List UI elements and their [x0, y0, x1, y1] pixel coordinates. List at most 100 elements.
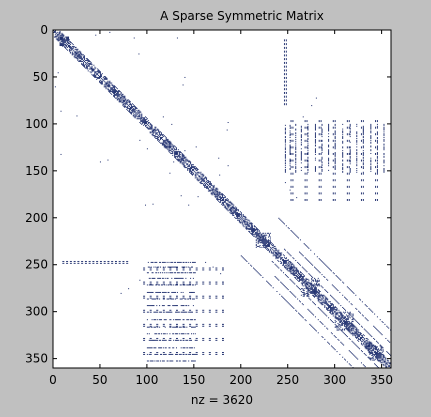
nonzero-point [174, 326, 176, 328]
nonzero-point [144, 297, 146, 299]
nonzero-point [259, 236, 261, 238]
nonzero-point [180, 195, 182, 197]
nonzero-point [162, 333, 164, 335]
nonzero-point [209, 190, 211, 192]
nonzero-point [175, 266, 177, 268]
nonzero-point [257, 233, 259, 235]
nonzero-point [318, 294, 320, 296]
nonzero-point [178, 160, 180, 162]
nonzero-point [194, 319, 196, 321]
nonzero-point [336, 308, 338, 310]
nonzero-point [191, 170, 193, 172]
nonzero-point [68, 39, 70, 41]
nonzero-point [179, 360, 181, 362]
nonzero-point [138, 112, 140, 114]
nonzero-point [232, 209, 234, 211]
nonzero-point [127, 99, 129, 101]
nonzero-point [297, 286, 299, 288]
nonzero-point [349, 311, 351, 313]
nonzero-point [184, 360, 186, 362]
nonzero-point [165, 339, 167, 341]
nonzero-point [138, 111, 140, 113]
nonzero-point [268, 232, 270, 234]
nonzero-point [191, 333, 193, 335]
nonzero-point [188, 165, 190, 167]
nonzero-point [369, 352, 371, 354]
nonzero-point [333, 310, 335, 312]
nonzero-point [255, 227, 257, 229]
nonzero-point [289, 141, 291, 143]
nonzero-point [171, 360, 173, 362]
nonzero-point [298, 274, 300, 276]
nonzero-point [68, 46, 70, 48]
nonzero-point [351, 319, 353, 321]
nonzero-point [172, 353, 174, 355]
nonzero-point [224, 205, 226, 207]
nonzero-point [250, 264, 252, 266]
nonzero-point [163, 135, 165, 137]
nonzero-point [113, 91, 115, 93]
nonzero-point [342, 128, 344, 130]
nonzero-point [272, 255, 274, 257]
nonzero-point [175, 151, 177, 153]
nonzero-point [181, 311, 183, 313]
nonzero-point [170, 141, 172, 143]
nonzero-point [154, 129, 156, 131]
nonzero-point [316, 291, 318, 293]
nonzero-point [193, 360, 195, 362]
nonzero-point [275, 248, 277, 250]
nonzero-point [150, 284, 152, 286]
nonzero-point [315, 283, 317, 285]
nonzero-point [338, 277, 340, 279]
nonzero-point [296, 273, 298, 275]
nonzero-point [163, 140, 165, 142]
nonzero-point [191, 266, 193, 268]
nonzero-point [290, 179, 292, 181]
nonzero-point [344, 321, 346, 323]
nonzero-point [222, 193, 223, 195]
nonzero-point [137, 110, 139, 112]
nonzero-point [344, 297, 346, 299]
nonzero-point [127, 262, 129, 264]
nonzero-point [158, 135, 160, 137]
nonzero-point [262, 242, 264, 244]
nonzero-point [319, 294, 321, 296]
nonzero-point [370, 149, 372, 151]
nonzero-point [274, 245, 276, 247]
nonzero-point [230, 211, 232, 213]
nonzero-point [175, 261, 177, 263]
nonzero-point [288, 264, 290, 266]
nonzero-point [87, 62, 89, 64]
nonzero-point [186, 305, 188, 307]
nonzero-point [283, 89, 285, 91]
nonzero-point [182, 157, 184, 159]
nonzero-point [118, 94, 120, 96]
nonzero-point [239, 211, 241, 213]
nonzero-point [324, 313, 326, 315]
nonzero-point [222, 283, 223, 285]
nonzero-point [280, 253, 282, 255]
nonzero-point [310, 291, 312, 293]
nonzero-point [279, 218, 281, 220]
nonzero-point [117, 91, 119, 93]
nonzero-point [137, 114, 139, 116]
nonzero-point [68, 41, 70, 43]
nonzero-point [291, 265, 293, 267]
nonzero-point [340, 279, 342, 281]
nonzero-point [172, 326, 174, 328]
nonzero-point [109, 81, 111, 83]
nonzero-point [258, 273, 260, 275]
nonzero-point [165, 347, 167, 349]
nonzero-point [287, 302, 289, 304]
nonzero-point [61, 39, 63, 41]
nonzero-point [77, 50, 79, 52]
nonzero-point [299, 279, 301, 281]
nonzero-point [189, 297, 191, 299]
nonzero-point [314, 124, 316, 126]
nonzero-point [160, 284, 162, 286]
nonzero-point [374, 363, 376, 365]
nonzero-point [317, 296, 319, 298]
nonzero-point [118, 260, 120, 262]
nonzero-point [240, 255, 242, 257]
nonzero-point [75, 52, 77, 54]
